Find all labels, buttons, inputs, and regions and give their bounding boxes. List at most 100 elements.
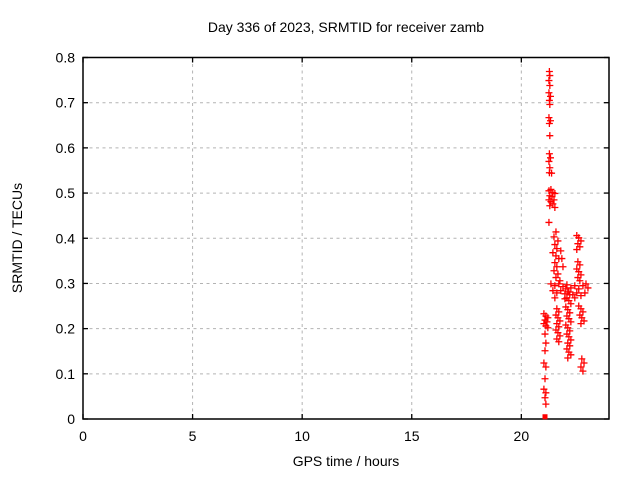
data-point-plus <box>553 263 561 271</box>
x-tick-label: 20 <box>514 428 530 444</box>
x-tick-label: 10 <box>294 428 310 444</box>
data-point-plus <box>567 336 575 344</box>
data-point-plus <box>551 241 559 249</box>
data-point-plus <box>564 354 572 362</box>
y-tick-label: 0.5 <box>56 185 76 201</box>
data-point-plus <box>555 338 563 346</box>
tick-labels-layer: 0 5 10 15 20 0 0.1 0.2 0.3 0.4 0.5 0.6 0.7 0.8 <box>56 50 530 445</box>
data-point-plus <box>551 259 559 267</box>
data-point-plus <box>545 77 553 85</box>
data-point-plus <box>540 359 548 367</box>
data-point-plus <box>546 202 554 210</box>
data-point-plus <box>554 270 562 278</box>
data-point-plus <box>540 385 548 393</box>
data-point-plus <box>546 100 554 108</box>
data-point-plus <box>547 280 555 288</box>
y-tick-label: 0.4 <box>56 230 76 246</box>
data-point-plus <box>578 355 586 363</box>
data-point-plus <box>550 196 558 204</box>
data-point-plus <box>553 245 561 253</box>
data-point-plus <box>542 339 550 347</box>
y-tick-label: 0.3 <box>56 275 76 291</box>
y-axis-label: SRMTID / TECUs <box>9 183 25 293</box>
x-tick-label: 15 <box>404 428 420 444</box>
data-point-square <box>542 414 548 420</box>
data-point-plus <box>546 92 554 100</box>
data-point-plus <box>581 289 589 297</box>
data-point-plus <box>571 282 579 290</box>
x-axis-label: GPS time / hours <box>293 453 400 469</box>
data-point-plus <box>573 289 581 297</box>
data-point-plus <box>582 280 590 288</box>
data-point-plus <box>563 281 571 289</box>
data-point-plus <box>546 72 554 80</box>
data-point-plus <box>580 359 588 367</box>
data-point-plus <box>557 287 565 295</box>
data-point-plus <box>549 287 557 295</box>
data-point-plus <box>571 294 579 302</box>
y-tick-label: 0.8 <box>56 50 76 66</box>
data-point-plus <box>541 375 549 383</box>
x-tick-label: 5 <box>189 428 197 444</box>
data-point-plus <box>542 400 550 408</box>
data-point-plus <box>545 119 553 127</box>
data-point-plus <box>577 320 585 328</box>
x-tick-label: 0 <box>79 428 87 444</box>
data-point-plus <box>548 169 556 177</box>
data-point-plus <box>584 284 592 292</box>
data-point-plus <box>573 246 581 254</box>
data-point-plus <box>545 114 553 122</box>
data-point-plus <box>557 247 565 255</box>
data-point-plus <box>556 277 564 285</box>
data-point-plus <box>550 267 558 275</box>
data-point-plus <box>551 190 559 198</box>
y-tick-label: 0 <box>67 411 75 427</box>
data-point-plus <box>544 324 552 332</box>
data-point-plus <box>577 363 585 371</box>
data-point-plus <box>546 82 554 90</box>
data-point-plus <box>546 154 554 162</box>
chart-title: Day 336 of 2023, SRMTID for receiver zam… <box>208 19 484 35</box>
y-tick-label: 0.6 <box>56 140 76 156</box>
data-point-plus <box>552 274 560 282</box>
data-point-plus <box>541 330 549 338</box>
data-point-plus <box>551 282 559 290</box>
data-point-plus <box>551 294 559 302</box>
data-point-plus <box>558 255 566 263</box>
data-point-plus <box>549 249 557 257</box>
data-point-plus <box>550 233 558 241</box>
axes-layer <box>82 56 610 420</box>
data-point-plus <box>567 351 575 359</box>
data-point-plus <box>576 277 584 285</box>
data-point-plus <box>542 363 550 371</box>
grid-layer <box>83 57 609 419</box>
data-point-plus <box>556 332 564 340</box>
data-point-plus <box>546 132 554 140</box>
data-point-plus <box>579 308 587 316</box>
data-point-plus <box>567 284 575 292</box>
data-point-plus <box>541 394 549 402</box>
data-point-plus <box>555 280 563 288</box>
data-point-plus <box>545 218 553 226</box>
y-tick-label: 0.1 <box>56 366 76 382</box>
y-tick-label: 0.2 <box>56 321 76 337</box>
data-point-plus <box>554 237 562 245</box>
data-point-plus <box>542 389 550 397</box>
data-point-plus <box>545 157 553 165</box>
data-point-plus <box>545 89 553 97</box>
data-point-plus <box>559 263 567 271</box>
data-point-plus <box>567 318 575 326</box>
data-point-plus <box>541 347 549 355</box>
data-point-plus <box>545 150 553 158</box>
data-point-plus <box>551 204 559 212</box>
data-point-plus <box>552 228 560 236</box>
data-point-plus <box>577 292 585 300</box>
y-tick-label: 0.7 <box>56 95 76 111</box>
data-point-plus <box>579 367 587 375</box>
points-layer <box>540 68 592 420</box>
data-point-plus <box>576 261 584 269</box>
data-point-plus <box>575 285 583 293</box>
data-point-plus <box>567 300 575 308</box>
